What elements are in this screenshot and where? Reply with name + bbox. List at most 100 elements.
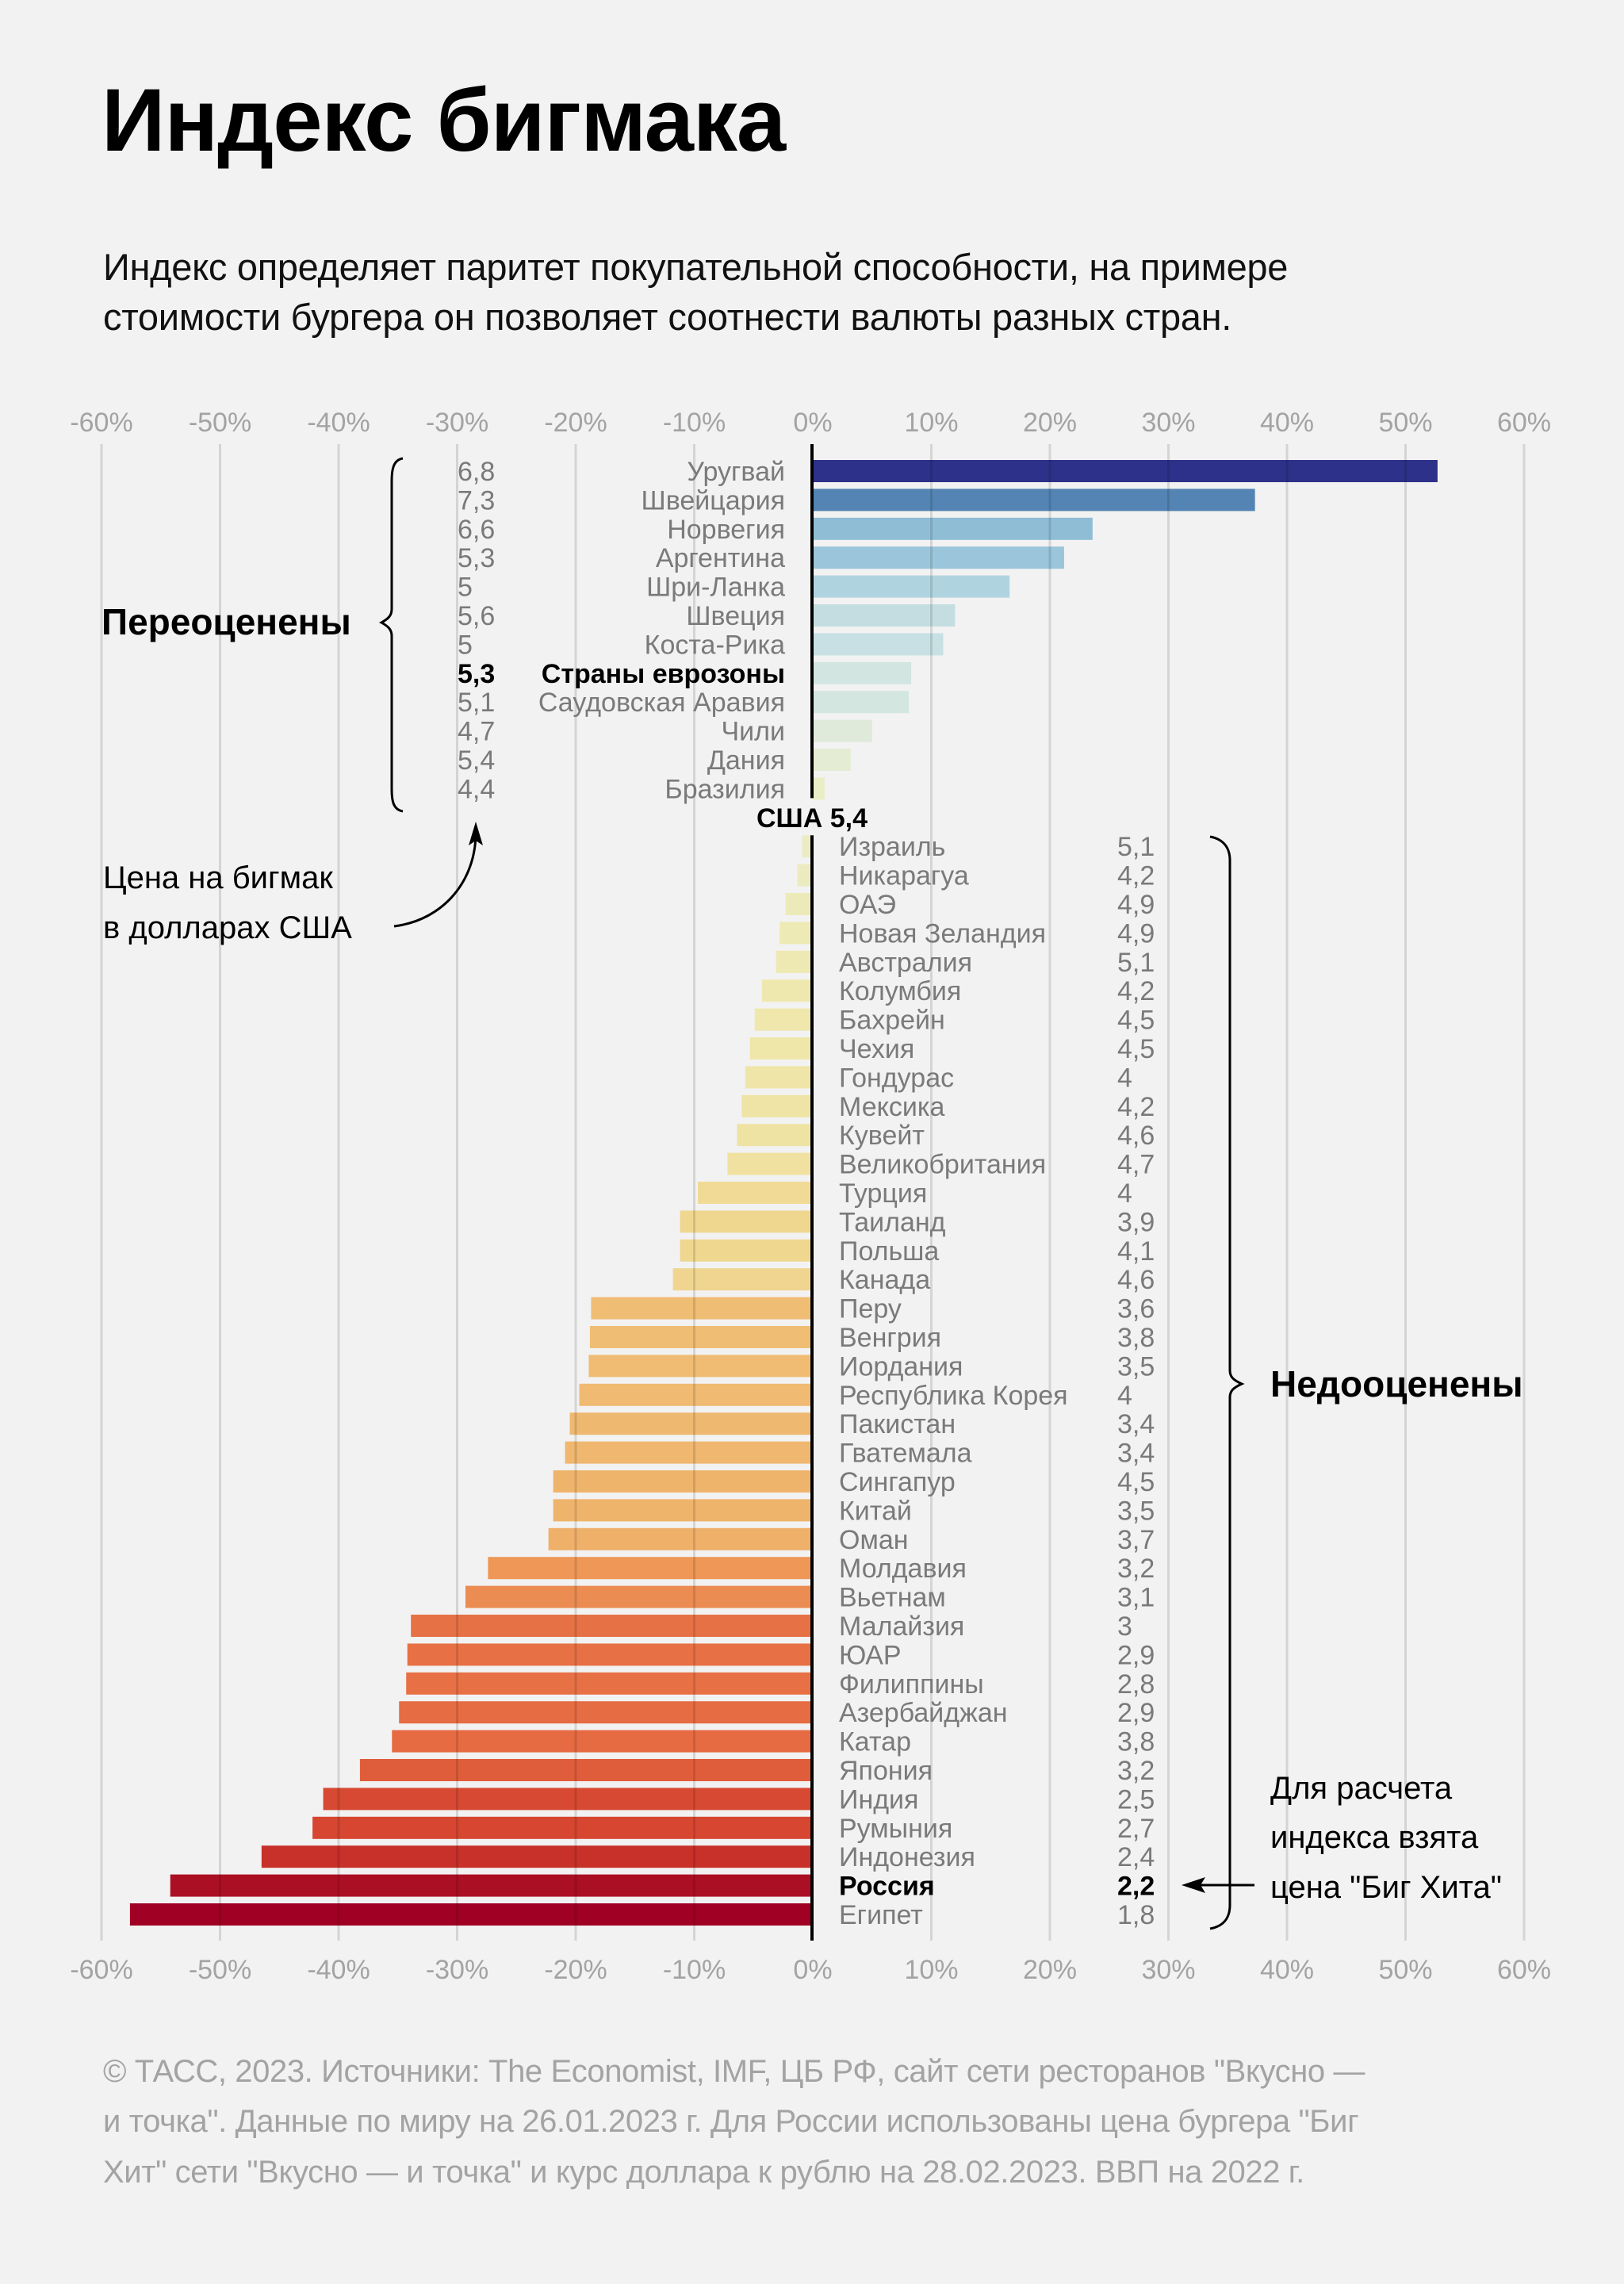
country-label: Индонезия [839,1842,975,1872]
country-label: Сингапур [839,1467,956,1497]
x-axis-bottom-ticks: -60% -50% -40% -30% -20% -10% 0% 10% 20% 30% 40% 50… [70,1955,1551,1985]
country-label: ОАЭ [839,890,896,920]
price-label: 5 [458,630,473,660]
price-label: 5,3 [458,543,495,573]
price-label: 3,2 [1117,1756,1155,1786]
bar-16 [779,922,813,945]
price-label: 5 [458,573,473,603]
x-tick-label-bottom: -30% [426,1955,488,1985]
country-label: Коста-Рика [645,630,785,660]
x-tick-label-top: 0% [793,408,832,438]
bar-41 [407,1643,813,1666]
arrowhead-left-icon [1182,1877,1205,1893]
country-label: Новая Зеландия [839,918,1046,948]
country-label: Республика Корея [839,1381,1068,1411]
price-label: 3,7 [1117,1525,1155,1555]
country-label: Канада [839,1265,930,1295]
bar-28 [672,1268,813,1291]
arrowhead-up-icon [469,822,483,845]
country-label: ЮАР [839,1640,902,1670]
price-label: 3 [1117,1611,1132,1642]
country-label: Великобритания [839,1150,1046,1180]
price-label: 3,4 [1117,1439,1155,1469]
bar-19 [754,1008,813,1031]
country-label: Никарагуа [839,861,969,891]
bar-11 [813,777,825,800]
country-label: Шри-Ланка [646,573,785,603]
country-label: Аргентина [656,543,785,573]
price-label: 2,5 [1117,1784,1155,1815]
price-label: 4,9 [1117,918,1155,948]
bar-0 [813,460,1438,482]
price-label: 3,6 [1117,1294,1155,1324]
country-label: Саудовская Аравия [538,688,785,718]
bar-49 [170,1874,813,1897]
bar-14 [797,864,813,887]
price-label: 5,1 [458,688,495,718]
country-label: Польша [839,1236,939,1267]
country-label: Дания [707,745,785,776]
x-tick-label-top: 20% [1023,408,1077,438]
country-label: Пакистан [839,1409,956,1439]
country-label: Молдавия [839,1554,967,1584]
country-label: Израиль [839,832,945,862]
bar-17 [776,950,813,973]
country-label: Турция [839,1178,927,1209]
country-label: Таиланд [839,1207,946,1237]
left-brace-icon [378,457,404,813]
bar-32 [579,1383,813,1406]
x-tick-label-bottom: -20% [544,1955,607,1985]
country-label: Перу [839,1294,902,1324]
price-label: 3,5 [1117,1496,1155,1526]
price-label: 5,4 [458,745,495,776]
price-label: 6,8 [458,457,495,487]
bar-47 [312,1816,813,1839]
country-label: Швеция [686,601,785,631]
bar-44 [392,1730,813,1753]
bar-10 [813,749,851,771]
price-label: 4 [1117,1381,1132,1411]
x-tick-label-top: 30% [1141,408,1195,438]
price-label: 3,4 [1117,1409,1155,1439]
country-label: Румыния [839,1814,952,1844]
price-note-line-2: в долларах США [103,910,352,945]
country-label: Чили [722,717,785,747]
bar-36 [553,1499,813,1522]
russia-note-line-2: индекса взята [1270,1820,1479,1855]
subtitle-line-2: стоимости бургера он позволяет соотнести… [103,296,1232,338]
bar-4 [813,575,1010,598]
bar-38 [488,1557,813,1580]
bar-43 [399,1701,813,1724]
overvalued-label: Переоценены [102,601,351,642]
price-label: 4,2 [1117,976,1155,1006]
country-label: Иордания [839,1351,963,1382]
price-label: 2,8 [1117,1669,1155,1700]
price-label: 4,6 [1117,1265,1155,1295]
bar-31 [588,1355,813,1378]
price-label: 4,5 [1117,1006,1155,1036]
x-tick-label-bottom: 0% [793,1955,832,1985]
bar-25 [697,1182,813,1204]
bar-9 [813,719,872,742]
x-tick-label-bottom: 30% [1141,1955,1195,1985]
x-tick-label-bottom: 40% [1260,1955,1314,1985]
bar-45 [359,1759,813,1781]
country-label: Вьетнам [839,1583,946,1613]
price-label: 4,2 [1117,861,1155,891]
bar-7 [813,661,912,684]
price-label: 4,4 [458,774,495,804]
bar-30 [589,1326,813,1348]
gridlines [100,444,1526,1941]
bar-3 [813,546,1064,569]
price-label: 2,9 [1117,1640,1155,1670]
x-tick-label-top: -40% [307,408,370,438]
bar-29 [591,1297,813,1320]
price-label: 2,2 [1117,1872,1155,1902]
bar-42 [406,1672,813,1695]
x-tick-label-top: 10% [904,408,958,438]
bar-21 [745,1066,813,1089]
bar-22 [741,1094,813,1117]
russia-note-line-3: цена "Биг Хита" [1270,1870,1502,1905]
price-label: 2,9 [1117,1698,1155,1728]
